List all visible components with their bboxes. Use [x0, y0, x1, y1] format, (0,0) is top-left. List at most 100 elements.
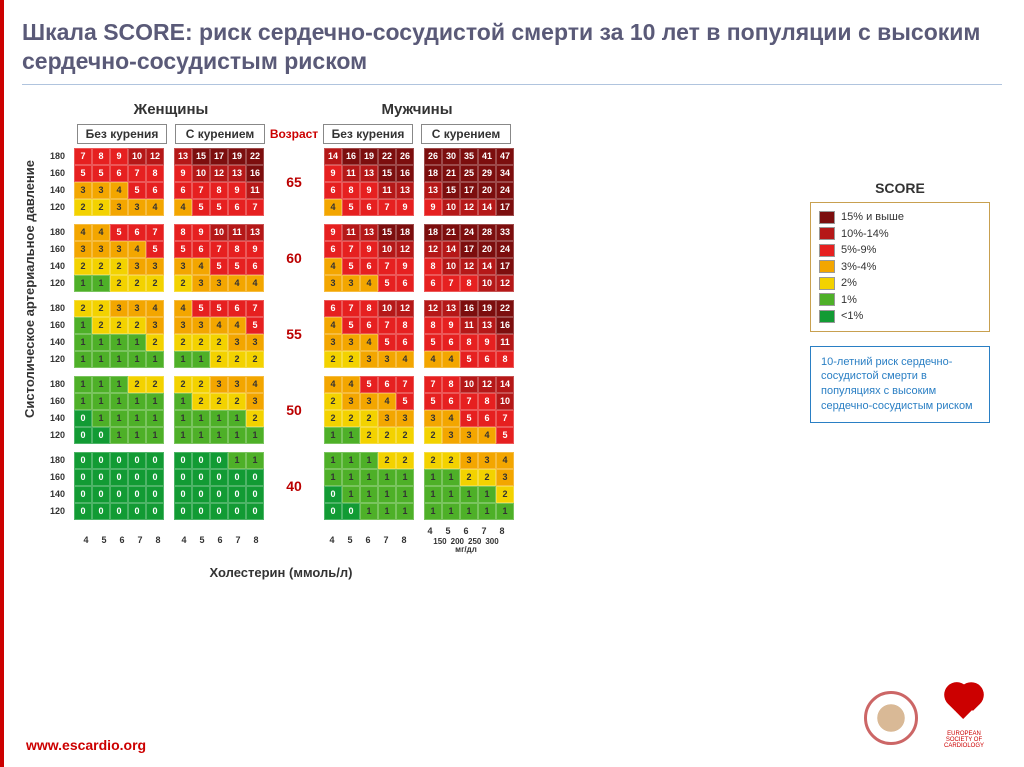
risk-cell: 11	[342, 224, 360, 241]
risk-cell: 3	[92, 182, 110, 199]
risk-cell: 2	[228, 351, 246, 368]
risk-cell: 5	[342, 199, 360, 216]
risk-cell: 1	[424, 469, 442, 486]
risk-cell: 1	[92, 376, 110, 393]
risk-cell: 2	[396, 427, 414, 444]
risk-cell: 16	[496, 317, 514, 334]
risk-cell: 16	[460, 300, 478, 317]
risk-cell: 0	[74, 469, 92, 486]
legend-title: SCORE	[810, 180, 990, 196]
risk-cell: 0	[74, 452, 92, 469]
risk-cell: 0	[174, 503, 192, 520]
risk-cell: 3	[378, 410, 396, 427]
risk-cell: 12	[146, 148, 164, 165]
risk-cell: 5	[342, 317, 360, 334]
risk-cell: 2	[92, 317, 110, 334]
risk-cell: 4	[324, 317, 342, 334]
risk-cell: 4	[174, 199, 192, 216]
risk-cell: 22	[378, 148, 396, 165]
risk-cell: 13	[228, 165, 246, 182]
risk-cell: 6	[378, 376, 396, 393]
risk-cell: 0	[146, 503, 164, 520]
risk-cell: 4	[324, 376, 342, 393]
legend-swatch	[819, 211, 835, 224]
risk-cell: 26	[396, 148, 414, 165]
risk-cell: 1	[110, 334, 128, 351]
risk-cell: 19	[360, 148, 378, 165]
risk-cell: 9	[360, 182, 378, 199]
sbp-label: 140	[43, 410, 65, 427]
panel-women-nonsmoker-60: 44567333452223311222	[73, 223, 165, 293]
age-row-40: 1801601401200000000000000000000000011000…	[43, 448, 519, 524]
risk-cell: 1	[228, 427, 246, 444]
risk-cell: 3	[478, 452, 496, 469]
age-row-50: 1801601401201112211111011110011122334122…	[43, 372, 519, 448]
legend-swatch	[819, 260, 835, 273]
risk-cell: 0	[342, 503, 360, 520]
sbp-label: 140	[43, 334, 65, 351]
risk-cell: 1	[192, 410, 210, 427]
risk-cell: 3	[74, 241, 92, 258]
risk-cell: 0	[228, 503, 246, 520]
sbp-label: 180	[43, 148, 65, 165]
risk-cell: 7	[192, 182, 210, 199]
risk-cell: 8	[92, 148, 110, 165]
chol-tick: 4	[83, 535, 88, 545]
risk-cell: 3	[192, 317, 210, 334]
risk-cell: 7	[146, 224, 164, 241]
risk-cell: 6	[110, 165, 128, 182]
risk-cell: 5	[210, 258, 228, 275]
risk-cell: 5	[74, 165, 92, 182]
sbp-label: 120	[43, 427, 65, 444]
risk-cell: 1	[92, 393, 110, 410]
risk-cell: 2	[192, 376, 210, 393]
risk-cell: 21	[442, 165, 460, 182]
risk-cell: 0	[192, 452, 210, 469]
chol-tick: 7	[235, 535, 240, 545]
sbp-label: 140	[43, 486, 65, 503]
risk-cell: 4	[192, 258, 210, 275]
risk-cell: 0	[146, 469, 164, 486]
risk-cell: 2	[74, 300, 92, 317]
risk-cell: 24	[496, 241, 514, 258]
sbp-label: 160	[43, 393, 65, 410]
legend-swatch	[819, 227, 835, 240]
risk-cell: 11	[460, 317, 478, 334]
risk-cell: 1	[496, 503, 514, 520]
chol-tick: 8	[155, 535, 160, 545]
chol-tick: 4	[427, 526, 432, 536]
risk-cell: 14	[442, 241, 460, 258]
risk-cell: 12	[496, 275, 514, 292]
risk-cell: 4	[324, 199, 342, 216]
risk-cell: 5	[460, 410, 478, 427]
risk-cell: 3	[128, 300, 146, 317]
risk-cell: 28	[478, 224, 496, 241]
risk-cell: 6	[246, 258, 264, 275]
risk-cell: 1	[192, 351, 210, 368]
risk-cell: 6	[324, 241, 342, 258]
risk-cell: 5	[342, 258, 360, 275]
panel-women-smoker-55: 45567334452223311222	[173, 299, 265, 369]
risk-cell: 2	[424, 427, 442, 444]
legend-swatch	[819, 244, 835, 257]
legend-item: 5%-9%	[819, 242, 981, 259]
sbp-label: 160	[43, 317, 65, 334]
risk-cell: 17	[496, 199, 514, 216]
risk-cell: 13	[360, 165, 378, 182]
risk-cell: 1	[110, 376, 128, 393]
risk-cell: 3	[246, 334, 264, 351]
chol-tick: 6	[119, 535, 124, 545]
risk-cell: 8	[396, 317, 414, 334]
risk-cell: 1	[174, 410, 192, 427]
risk-cell: 2	[228, 393, 246, 410]
men-smoker-header: С курением	[421, 124, 511, 144]
risk-cell: 14	[478, 199, 496, 216]
legend-item: <1%	[819, 308, 981, 325]
risk-cell: 1	[110, 351, 128, 368]
risk-cell: 1	[92, 351, 110, 368]
eas-logo-icon	[864, 691, 918, 745]
risk-cell: 8	[424, 317, 442, 334]
risk-cell: 1	[174, 427, 192, 444]
risk-cell: 2	[92, 199, 110, 216]
risk-cell: 5	[210, 199, 228, 216]
